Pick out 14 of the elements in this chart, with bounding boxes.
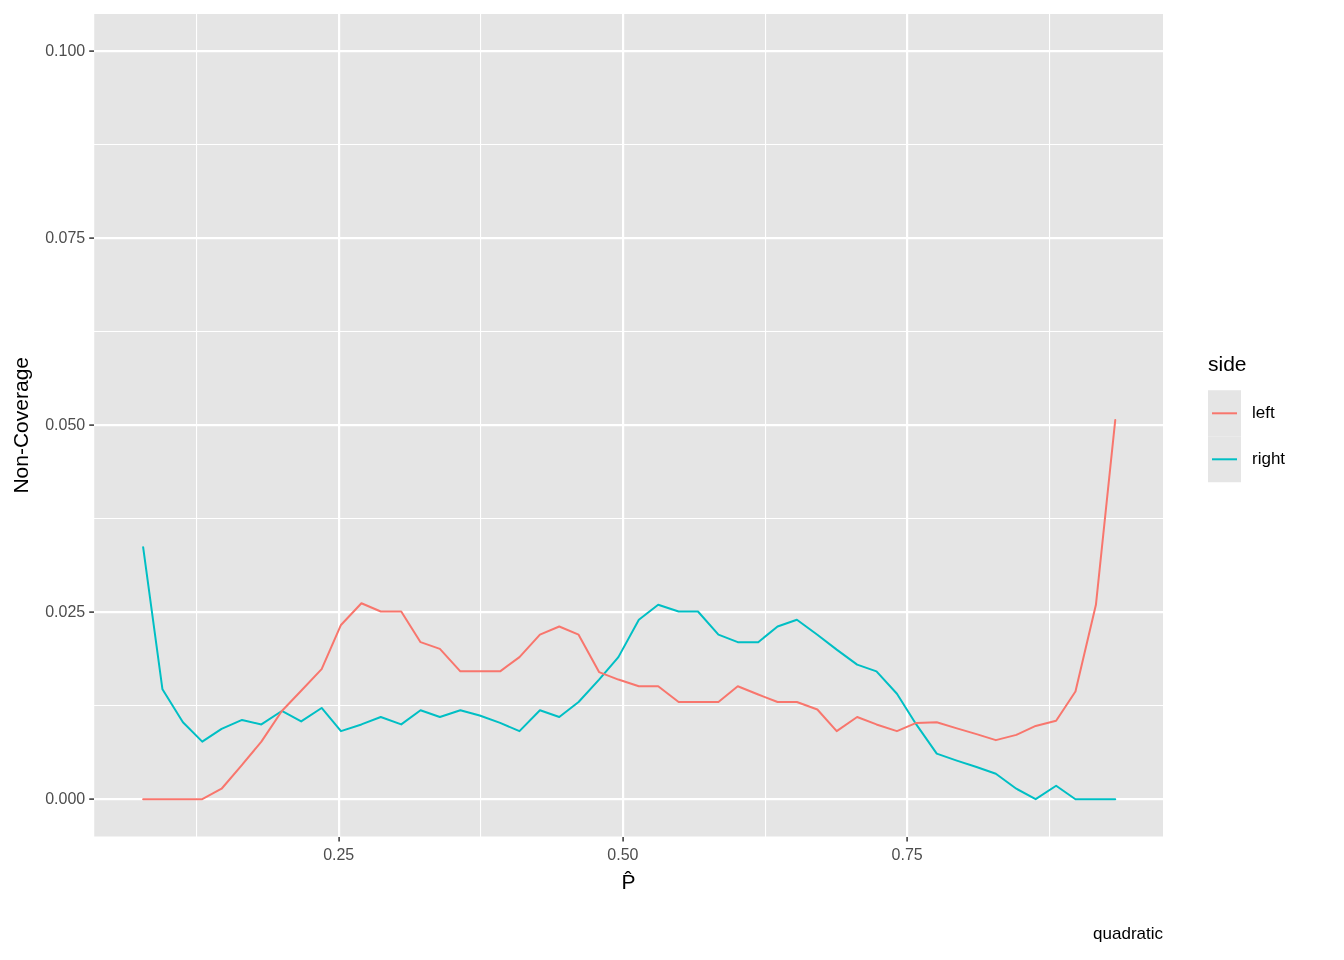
x-tick-label: 0.50 [607,845,639,863]
x-axis-title: P̂ [621,870,636,894]
y-axis-title: Non-Coverage [9,357,33,494]
y-tick-label: 0.000 [45,789,86,807]
y-tick-label: 0.100 [45,41,86,59]
x-tick-label: 0.75 [891,845,923,863]
y-tick-label: 0.050 [45,415,86,433]
legend-label: left [1252,402,1275,422]
legend-title: side [1208,352,1247,376]
y-tick-label: 0.075 [45,228,86,246]
text: quadratic [1093,923,1164,943]
y-tick-label: 0.025 [45,602,86,620]
x-tick-label: 0.25 [323,845,355,863]
legend-label: right [1252,448,1286,468]
